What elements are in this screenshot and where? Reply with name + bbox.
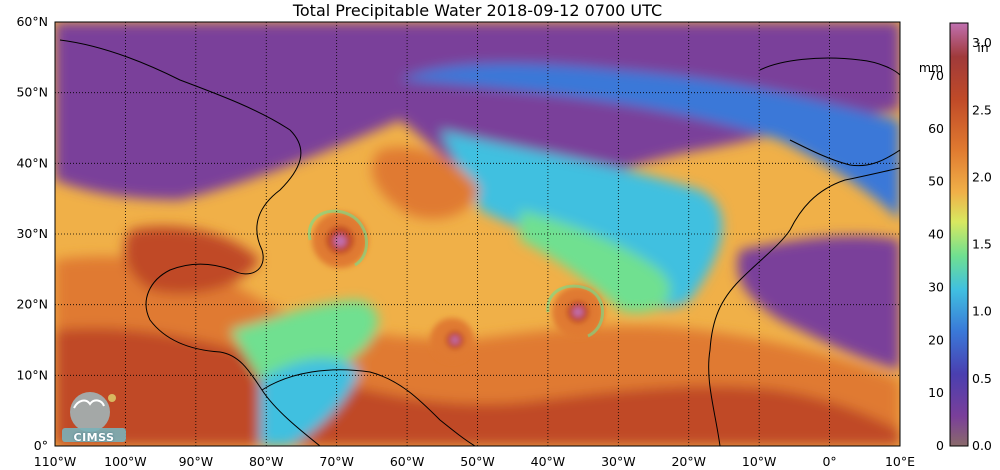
lon-tick-label: 60°W	[390, 454, 425, 469]
colorbar-in-tick: 2.5	[972, 102, 992, 117]
lon-tick-label: 0°	[822, 454, 836, 469]
colorbar-mm-tick: 50	[928, 174, 944, 189]
colorbar-in-tick: 1.0	[972, 304, 992, 319]
lat-tick-label: 40°N	[16, 155, 48, 170]
colorbar-mm-tick: 60	[928, 121, 944, 136]
colorbar-mm-tick: 70	[928, 68, 944, 83]
colorbar	[949, 22, 969, 447]
lat-tick-label: 10°N	[16, 367, 48, 382]
lat-tick-label: 60°N	[16, 14, 48, 29]
colorbar-in-unit: in	[977, 40, 988, 55]
cimss-logo-icon	[62, 392, 126, 442]
lon-tick-label: 10°E	[885, 454, 915, 469]
colorbar-in-tick: 0.5	[972, 371, 992, 386]
lat-tick-label: 30°N	[16, 226, 48, 241]
colorbar-mm-tick: 20	[928, 332, 944, 347]
lat-tick-label: 20°N	[16, 297, 48, 312]
lon-tick-label: 20°W	[671, 454, 706, 469]
colorbar-in-tick: 2.0	[972, 169, 992, 184]
lon-tick-label: 70°W	[319, 454, 354, 469]
lon-tick-label: 110°W	[34, 454, 76, 469]
cimss-logo: CIMSS	[56, 388, 132, 444]
colorbar-mm-tick: 40	[928, 227, 944, 242]
colorbar-mm-tick: 30	[928, 279, 944, 294]
cimss-logo-text: CIMSS	[73, 431, 115, 444]
map-title: Total Precipitable Water 2018-09-12 0700…	[292, 1, 663, 20]
lon-tick-label: 80°W	[249, 454, 284, 469]
tpw-field	[55, 22, 900, 446]
lon-tick-label: 90°W	[179, 454, 214, 469]
lat-tick-label: 0°	[34, 438, 48, 453]
colorbar-mm-tick: 0	[936, 438, 944, 453]
map-frame	[54, 21, 901, 447]
lon-tick-label: 50°W	[460, 454, 495, 469]
colorbar-in-tick: 3.0	[972, 35, 992, 50]
colorbar-in-tick: 1.5	[972, 237, 992, 252]
lon-tick-label: 30°W	[601, 454, 636, 469]
lon-tick-label: 100°W	[104, 454, 146, 469]
colorbar-mm-unit: mm	[919, 60, 943, 75]
lat-tick-label: 50°N	[16, 85, 48, 100]
lon-tick-label: 10°W	[742, 454, 777, 469]
lon-tick-label: 40°W	[531, 454, 566, 469]
colorbar-mm-tick: 10	[928, 385, 944, 400]
colorbar-in-tick: 0.0	[972, 438, 992, 453]
